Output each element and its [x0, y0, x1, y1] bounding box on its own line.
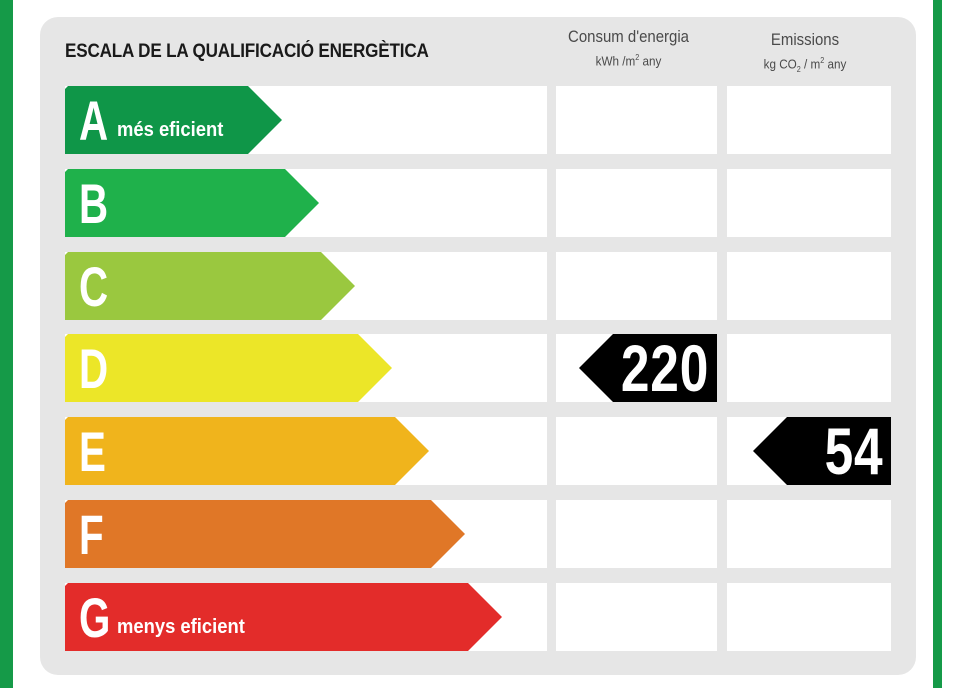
rating-letter-e: E [79, 419, 106, 483]
emissions-cell-g [727, 583, 891, 651]
rating-arrow-fill-d [65, 334, 392, 402]
rating-arrow-f: F [65, 500, 465, 568]
rating-arrow-shape-a [65, 86, 282, 154]
rating-letter-b: B [79, 171, 109, 235]
emissions-cell-f [727, 500, 891, 568]
rating-label-a: més eficient [117, 118, 224, 141]
rating-letter-d: D [79, 336, 109, 400]
rating-arrow-shape-e [65, 417, 429, 485]
rating-arrow-shape-b [65, 169, 319, 237]
consumption-cell-f [556, 500, 717, 568]
rating-letter-g: G [79, 585, 111, 649]
rating-arrow-fill-b [65, 169, 319, 237]
emissions-cell-d [727, 334, 891, 402]
emissions-label: Emissions [770, 30, 840, 49]
emissions-value-tag-shape [753, 417, 891, 485]
emissions-unit: kg CO2 / m2 any [763, 56, 847, 74]
emissions-cell-c [727, 252, 891, 320]
scale-heading: ESCALA DE LA QUALIFICACIÓ ENERGÈTICA [65, 41, 429, 62]
rating-letter-a: A [79, 88, 109, 152]
consumption-column-header: Consum d'energia kWh /m2 any [556, 27, 701, 68]
emissions-value-tag-text: 54 [824, 414, 883, 488]
consumption-value-tag-shape [579, 334, 717, 402]
rating-arrow-c: C [65, 252, 355, 320]
rating-arrow-fill-a [65, 86, 282, 154]
emissions-cell-b [727, 169, 891, 237]
consumption-cell-e [556, 417, 717, 485]
consumption-value-tag-text: 220 [620, 331, 709, 405]
rating-arrow-b: B [65, 169, 319, 237]
rating-arrow-shape-d [65, 334, 392, 402]
consumption-cell-g [556, 583, 717, 651]
rating-letter-c: C [79, 254, 109, 318]
rating-label-g: menys eficient [117, 615, 245, 638]
rating-arrow-fill-e [65, 417, 429, 485]
rating-arrow-d: D [65, 334, 392, 402]
rating-arrow-fill-g [65, 583, 502, 651]
rating-arrow-e: E [65, 417, 429, 485]
rating-arrow-shape-c [65, 252, 355, 320]
emissions-column-header: Emissions kg CO2 / m2 any [735, 30, 875, 74]
rating-arrow-fill-c [65, 252, 355, 320]
consumption-cell-b [556, 169, 717, 237]
emissions-cell-a [727, 86, 891, 154]
consumption-unit: kWh /m2 any [595, 53, 662, 69]
rating-arrow-fill-f [65, 500, 465, 568]
rating-arrow-shape-f [65, 500, 465, 568]
consumption-cell-c [556, 252, 717, 320]
emissions-value-tag: 54 [753, 417, 891, 485]
frame-border-right [933, 0, 942, 688]
rating-letter-f: F [79, 502, 104, 566]
consumption-cell-a [556, 86, 717, 154]
consumption-label: Consum d'energia [568, 27, 689, 46]
rating-arrow-shape-g [65, 583, 502, 651]
consumption-value-tag: 220 [579, 334, 717, 402]
frame-border-left [0, 0, 13, 688]
